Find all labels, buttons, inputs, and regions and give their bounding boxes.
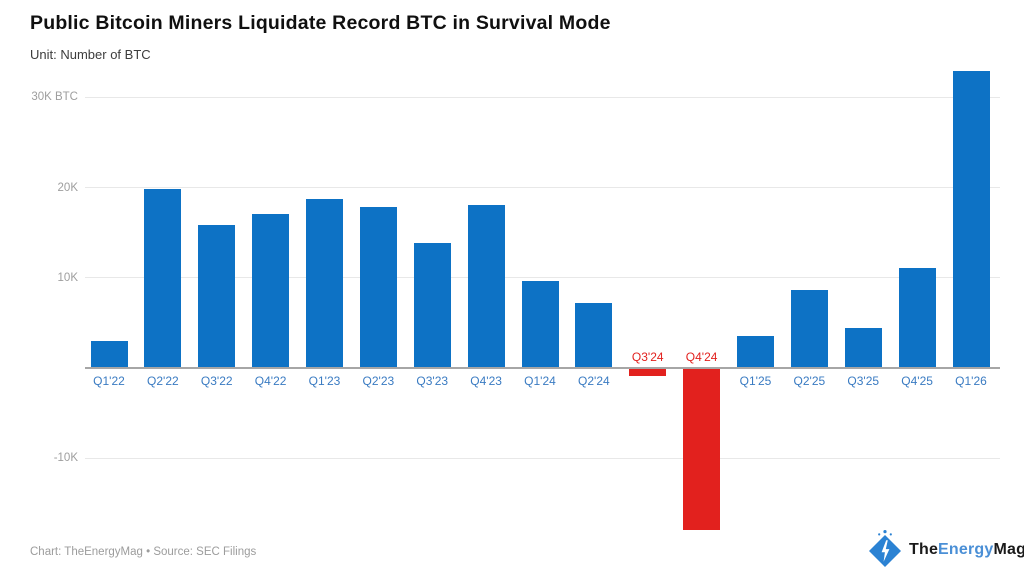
brand-wordmark: TheEnergyMag	[909, 541, 1024, 559]
gridline	[85, 187, 1000, 189]
y-tick-label: 10K	[57, 271, 78, 284]
bar	[198, 224, 236, 368]
x-tick-label: Q1'24	[524, 374, 556, 388]
gridline	[85, 277, 1000, 279]
x-tick-label: Q1'26	[955, 374, 987, 388]
y-tick-label: 20K	[57, 181, 78, 194]
x-tick-label: Q2'24	[578, 374, 610, 388]
brand-logo: TheEnergyMag	[866, 528, 1024, 572]
x-tick-label: Q2'25	[793, 374, 826, 388]
x-tick-label: Q1'25	[739, 374, 772, 388]
bar	[521, 281, 559, 368]
source-credit: Chart: TheEnergyMag • Source: SEC Filing…	[30, 546, 257, 558]
brand-word-energy: Energy	[938, 541, 994, 558]
x-tick-label: Q1'22	[93, 374, 125, 388]
brand-word-mag: Mag	[993, 541, 1024, 558]
brand-word-the: The	[909, 541, 939, 558]
chart-unit-subtitle: Unit: Number of BTC	[30, 47, 151, 62]
x-tick-label: Q4'23	[470, 374, 502, 388]
bar	[790, 290, 828, 368]
x-tick-label: Q4'22	[254, 374, 287, 388]
y-tick-label: -10K	[53, 452, 78, 465]
x-axis-line	[85, 367, 1000, 369]
bar	[359, 207, 397, 368]
x-tick-label: Q3'25	[847, 374, 880, 388]
bar	[467, 204, 505, 368]
bar	[575, 303, 613, 368]
bar	[306, 199, 343, 368]
gridline	[85, 96, 1000, 98]
bar	[952, 71, 990, 368]
bar	[144, 189, 182, 368]
bar	[683, 369, 721, 531]
x-tick-label: Q1'23	[308, 374, 341, 388]
x-tick-label: Q3'24	[631, 350, 664, 364]
bar	[844, 328, 882, 368]
bar	[413, 242, 451, 368]
x-tick-label: Q4'24	[685, 350, 718, 364]
page-title: Public Bitcoin Miners Liquidate Record B…	[30, 12, 611, 34]
lightning-bolt-diamond-icon	[869, 530, 901, 567]
bar	[737, 335, 774, 368]
bar	[629, 369, 667, 377]
x-tick-label: Q2'22	[147, 374, 179, 388]
x-tick-label: Q2'23	[362, 374, 395, 388]
x-tick-label: Q4'25	[901, 374, 933, 388]
bar	[898, 267, 936, 368]
y-tick-label: 30K BTC	[31, 91, 78, 104]
gridline	[85, 457, 1000, 459]
x-tick-label: Q3'22	[200, 374, 233, 388]
bar	[90, 340, 128, 368]
x-tick-label: Q3'23	[416, 374, 449, 388]
bar	[252, 213, 290, 368]
